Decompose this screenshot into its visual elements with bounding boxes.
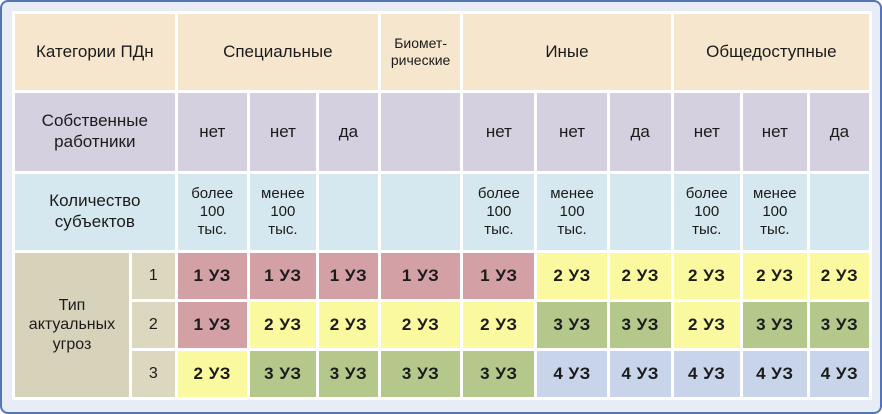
uz-cell: 1 УЗ bbox=[177, 253, 247, 299]
uz-cell: 4 УЗ bbox=[742, 351, 807, 397]
header-categories: Категории ПДн bbox=[15, 14, 175, 90]
uz-cell: 3 УЗ bbox=[809, 302, 869, 348]
subjects-cell: более 100 тыс. bbox=[463, 174, 535, 250]
uz-cell: 4 УЗ bbox=[609, 351, 671, 397]
employees-cell: нет bbox=[537, 93, 607, 171]
uz-cell: 2 УЗ bbox=[809, 253, 869, 299]
subjects-cell: менее 100 тыс. bbox=[249, 174, 316, 250]
uz-cell: 1 УЗ bbox=[380, 253, 461, 299]
uz-cell: 2 УЗ bbox=[609, 253, 671, 299]
employees-cell: нет bbox=[742, 93, 807, 171]
uz-cell: 2 УЗ bbox=[673, 253, 740, 299]
uz-cell: 4 УЗ bbox=[673, 351, 740, 397]
header-special: Специальные bbox=[177, 14, 378, 90]
uz-cell: 3 УЗ bbox=[537, 302, 607, 348]
uz-cell: 1 УЗ bbox=[177, 302, 247, 348]
uz-cell: 2 УЗ bbox=[463, 302, 535, 348]
employees-cell bbox=[380, 93, 461, 171]
subjects-cell bbox=[609, 174, 671, 250]
subjects-label: Количество субъектов bbox=[15, 174, 175, 250]
uz-cell: 3 УЗ bbox=[318, 351, 378, 397]
uz-cell: 3 УЗ bbox=[463, 351, 535, 397]
employees-cell: да bbox=[809, 93, 869, 171]
uz-cell: 3 УЗ bbox=[380, 351, 461, 397]
subjects-cell: более 100 тыс. bbox=[177, 174, 247, 250]
threat-row-1: Тип актуальных угроз 1 1 УЗ 1 УЗ 1 УЗ 1 … bbox=[15, 253, 869, 397]
uz-cell: 2 УЗ bbox=[380, 302, 461, 348]
uz-cell: 2 УЗ bbox=[318, 302, 378, 348]
employees-cell: да bbox=[609, 93, 671, 171]
threat-type-number: 1 bbox=[131, 253, 175, 299]
threat-row-2: 2 1 УЗ 2 УЗ 2 УЗ 2 УЗ 2 УЗ 3 УЗ 3 УЗ 2 У… bbox=[15, 302, 869, 348]
subjects-cell bbox=[809, 174, 869, 250]
uz-cell: 4 УЗ bbox=[809, 351, 869, 397]
uz-cell: 2 УЗ bbox=[249, 302, 316, 348]
uz-cell: 1 УЗ bbox=[318, 253, 378, 299]
uz-cell: 3 УЗ bbox=[742, 302, 807, 348]
uz-cell: 4 УЗ bbox=[537, 351, 607, 397]
uz-cell: 3 УЗ bbox=[249, 351, 316, 397]
threat-type-number: 2 bbox=[131, 302, 175, 348]
uz-cell: 1 УЗ bbox=[249, 253, 316, 299]
employees-cell: нет bbox=[463, 93, 535, 171]
subjects-row: Количество субъектов более 100 тыс. мене… bbox=[15, 174, 869, 250]
employees-label: Собственные работники bbox=[15, 93, 175, 171]
subjects-cell: более 100 тыс. bbox=[673, 174, 740, 250]
subjects-cell bbox=[380, 174, 461, 250]
subjects-cell bbox=[318, 174, 378, 250]
subjects-cell: менее 100 тыс. bbox=[742, 174, 807, 250]
employees-cell: нет bbox=[673, 93, 740, 171]
threat-row-3: 3 2 УЗ 3 УЗ 3 УЗ 3 УЗ 3 УЗ 4 УЗ 4 УЗ 4 У… bbox=[15, 351, 869, 397]
uz-cell: 2 УЗ bbox=[177, 351, 247, 397]
header-other: Иные bbox=[463, 14, 671, 90]
employees-row: Собственные работники нет нет да нет нет… bbox=[15, 93, 869, 171]
pdn-security-levels-table: Категории ПДн Специальные Биомет- рическ… bbox=[12, 11, 872, 400]
uz-cell: 1 УЗ bbox=[463, 253, 535, 299]
threat-type-number: 3 bbox=[131, 351, 175, 397]
header-row: Категории ПДн Специальные Биомет- рическ… bbox=[15, 14, 869, 90]
uz-cell: 3 УЗ bbox=[609, 302, 671, 348]
employees-cell: нет bbox=[177, 93, 247, 171]
uz-cell: 2 УЗ bbox=[537, 253, 607, 299]
header-biometric: Биомет- рические bbox=[380, 14, 461, 90]
uz-cell: 2 УЗ bbox=[673, 302, 740, 348]
subjects-cell: менее 100 тыс. bbox=[537, 174, 607, 250]
uz-cell: 2 УЗ bbox=[742, 253, 807, 299]
employees-cell: нет bbox=[249, 93, 316, 171]
threats-label: Тип актуальных угроз bbox=[15, 253, 129, 397]
header-public: Общедоступные bbox=[673, 14, 869, 90]
employees-cell: да bbox=[318, 93, 378, 171]
